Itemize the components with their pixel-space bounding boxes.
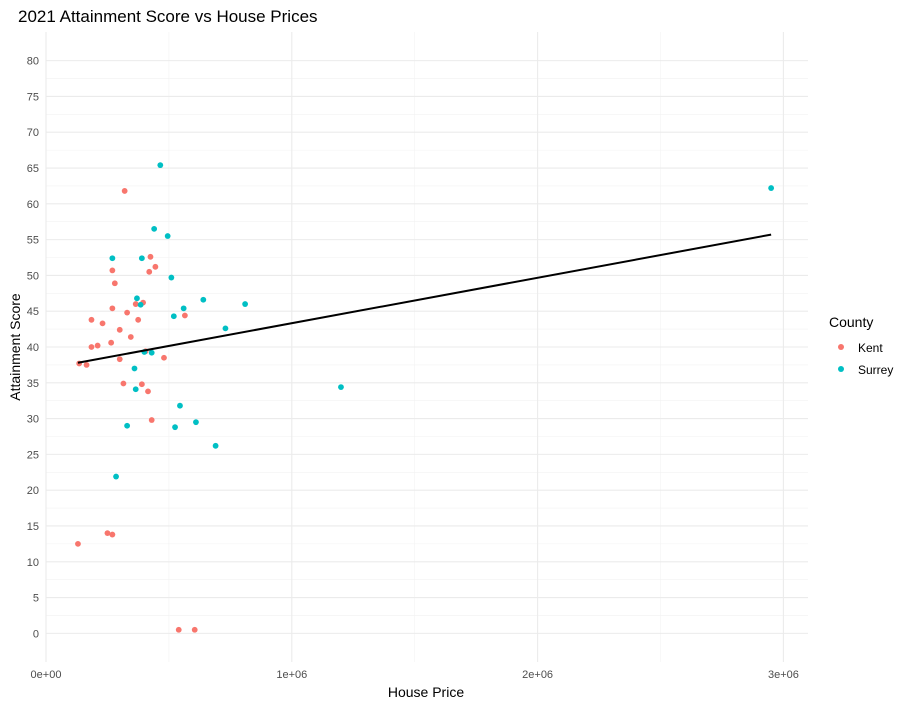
y-axis-ticks: 0 5 10 15 20 25 30 35 40 45 50 55 60 65 70 75 80 <box>27 56 39 641</box>
point-surrey <box>148 349 155 356</box>
point-kent <box>148 417 155 423</box>
point-kent <box>94 342 101 349</box>
y-tick-label: 35 <box>27 378 39 390</box>
point-kent <box>104 530 111 537</box>
point-surrey <box>124 422 131 429</box>
point-kent <box>99 320 106 327</box>
point-surrey <box>109 255 116 262</box>
point-surrey <box>200 296 207 303</box>
point-kent <box>181 312 188 319</box>
x-tick-label: 1e+06 <box>276 669 307 681</box>
legend-label-kent: Kent <box>858 341 883 355</box>
point-kent <box>88 316 95 323</box>
y-tick-label: 0 <box>33 628 39 640</box>
point-kent <box>116 356 123 363</box>
y-tick-label: 65 <box>27 163 39 175</box>
point-kent <box>138 381 145 388</box>
point-surrey <box>212 442 219 449</box>
point-surrey <box>151 225 158 232</box>
y-tick-label: 30 <box>27 414 39 426</box>
y-tick-label: 45 <box>27 306 39 318</box>
point-surrey <box>157 162 164 169</box>
y-tick-label: 25 <box>27 449 39 461</box>
point-kent <box>152 263 159 270</box>
y-tick-label: 40 <box>27 342 39 354</box>
y-tick-label: 70 <box>27 127 39 139</box>
chart-title: 2021 Attainment Score vs House Prices <box>18 7 318 26</box>
point-surrey <box>338 384 344 390</box>
point-kent <box>127 334 134 340</box>
legend-key-kent <box>838 344 844 350</box>
y-tick-label: 5 <box>33 593 39 605</box>
x-tick-label: 2e+06 <box>522 669 553 681</box>
point-kent <box>124 309 131 316</box>
point-kent <box>191 626 198 633</box>
point-surrey <box>132 386 139 393</box>
grid-lines <box>45 32 808 662</box>
point-surrey <box>180 305 187 312</box>
legend-key-surrey <box>838 366 844 372</box>
point-kent <box>120 380 127 387</box>
x-axis-ticks: 0e+00 1e+06 2e+06 3e+06 <box>31 669 799 681</box>
x-tick-label: 0e+00 <box>31 669 62 681</box>
trend-line-group <box>77 233 772 364</box>
point-kent <box>135 316 142 323</box>
y-axis-title: Attainment Score <box>7 293 23 401</box>
point-kent <box>88 344 95 350</box>
point-surrey <box>164 233 171 239</box>
point-surrey <box>170 313 177 320</box>
x-tick-label: 3e+06 <box>768 669 799 681</box>
point-kent <box>109 267 116 274</box>
legend: County Kent Surrey <box>829 314 893 377</box>
point-surrey <box>768 185 775 191</box>
y-tick-label: 10 <box>27 557 39 569</box>
point-surrey <box>172 424 178 431</box>
point-kent <box>75 540 81 547</box>
trend-line <box>77 233 772 364</box>
data-points <box>75 162 775 633</box>
x-axis-title: House Price <box>388 684 464 700</box>
legend-label-surrey: Surrey <box>858 363 893 377</box>
point-surrey <box>138 255 145 262</box>
point-kent <box>145 388 151 395</box>
point-kent <box>83 361 90 368</box>
point-kent <box>121 188 128 194</box>
point-surrey <box>222 325 229 332</box>
point-kent <box>109 531 116 538</box>
y-tick-label: 75 <box>27 91 39 103</box>
y-tick-label: 55 <box>27 235 39 247</box>
point-kent <box>146 268 153 275</box>
y-tick-label: 60 <box>27 199 39 211</box>
point-surrey <box>137 301 144 308</box>
point-kent <box>147 253 154 260</box>
point-kent <box>161 354 167 361</box>
point-kent <box>132 301 139 307</box>
point-kent <box>111 280 118 287</box>
y-tick-label: 15 <box>27 521 39 533</box>
point-surrey <box>193 419 199 426</box>
point-kent <box>175 626 182 633</box>
point-surrey <box>131 365 138 372</box>
y-tick-label: 80 <box>27 56 39 68</box>
y-tick-label: 20 <box>27 485 39 497</box>
point-kent <box>109 305 116 312</box>
point-kent <box>116 326 123 333</box>
point-surrey <box>168 274 175 281</box>
point-surrey <box>113 473 119 480</box>
y-tick-label: 50 <box>27 270 39 282</box>
point-surrey <box>134 295 140 302</box>
legend-title: County <box>829 314 873 330</box>
point-surrey <box>242 301 249 307</box>
point-kent <box>108 339 115 346</box>
point-surrey <box>177 402 183 409</box>
